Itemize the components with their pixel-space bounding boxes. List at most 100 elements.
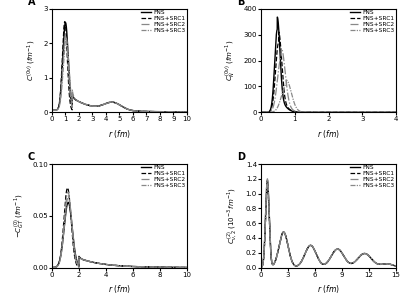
FNS+SRC2 (73, 256, 78, 260)
FNS (394, 111, 398, 114)
Line: FNS+SRC2: FNS+SRC2 (261, 48, 396, 112)
FNS (50, 266, 54, 269)
FNS (182, 266, 187, 269)
FNS (324, 111, 329, 114)
FNS+SRC1 (259, 265, 264, 269)
Y-axis label: $-C^{(0)}_{GT}$ $(fm^{-1})$: $-C^{(0)}_{GT}$ $(fm^{-1})$ (12, 193, 26, 238)
FNS+SRC3 (182, 266, 187, 269)
FNS+SRC3 (324, 111, 329, 114)
FNS+SRC1 (107, 101, 112, 104)
FNS+SRC3 (265, 177, 270, 181)
FNS (394, 264, 398, 268)
FNS (316, 258, 321, 261)
FNS+SRC1 (182, 110, 187, 114)
FNS+SRC2 (184, 266, 189, 269)
FNS+SRC3 (394, 111, 398, 114)
FNS+SRC3 (259, 111, 264, 114)
FNS+SRC2 (50, 108, 54, 112)
Line: FNS+SRC1: FNS+SRC1 (52, 188, 187, 268)
FNS+SRC3 (391, 263, 396, 267)
FNS+SRC2 (259, 265, 264, 269)
FNS+SRC3 (266, 111, 270, 114)
FNS+SRC3 (65, 43, 70, 47)
FNS+SRC3 (184, 110, 189, 114)
FNS+SRC1 (390, 111, 394, 114)
FNS+SRC2 (65, 191, 70, 195)
FNS+SRC3 (65, 197, 70, 201)
Text: D: D (237, 152, 245, 162)
Line: FNS+SRC3: FNS+SRC3 (261, 80, 396, 112)
FNS+SRC2 (390, 111, 394, 114)
FNS+SRC3 (50, 108, 54, 112)
Line: FNS: FNS (52, 23, 187, 112)
FNS+SRC2 (107, 101, 112, 104)
FNS+SRC2 (316, 258, 321, 261)
FNS+SRC2 (167, 265, 172, 269)
FNS+SRC1 (282, 231, 287, 235)
FNS+SRC1 (65, 186, 70, 190)
FNS (259, 265, 264, 269)
FNS+SRC1 (101, 262, 106, 266)
FNS+SRC2 (394, 111, 398, 114)
Y-axis label: $C^{(2)}_{\nu,2}$ $(10^{-3}\,fm^{-1})$: $C^{(2)}_{\nu,2}$ $(10^{-3}\,fm^{-1})$ (226, 187, 240, 244)
FNS+SRC1 (324, 111, 329, 114)
FNS+SRC3 (64, 36, 68, 40)
FNS+SRC2 (167, 110, 172, 113)
FNS (101, 103, 106, 106)
FNS (63, 21, 68, 24)
FNS+SRC2 (182, 266, 187, 269)
X-axis label: $r$ $(fm)$: $r$ $(fm)$ (108, 128, 131, 140)
FNS (184, 266, 189, 269)
FNS (266, 111, 270, 114)
FNS+SRC1 (274, 255, 279, 259)
FNS+SRC3 (390, 111, 394, 114)
Line: FNS+SRC3: FNS+SRC3 (261, 179, 396, 267)
FNS (107, 263, 112, 267)
FNS+SRC1 (310, 245, 315, 249)
FNS+SRC1 (184, 110, 189, 114)
FNS+SRC2 (50, 266, 54, 269)
FNS (65, 41, 70, 44)
FNS+SRC2 (101, 103, 106, 106)
FNS+SRC3 (182, 110, 187, 114)
FNS+SRC3 (259, 265, 264, 269)
FNS+SRC3 (282, 231, 287, 235)
FNS+SRC3 (101, 262, 106, 266)
FNS+SRC3 (73, 98, 78, 101)
FNS+SRC3 (107, 263, 112, 267)
FNS (73, 253, 78, 256)
FNS+SRC1 (316, 258, 321, 261)
FNS+SRC2 (65, 51, 70, 55)
FNS+SRC2 (394, 264, 398, 268)
Legend: FNS, FNS+SRC1, FNS+SRC2, FNS+SRC3: FNS, FNS+SRC1, FNS+SRC2, FNS+SRC3 (141, 165, 186, 188)
FNS+SRC2 (266, 111, 270, 114)
FNS+SRC1 (62, 20, 67, 23)
FNS (259, 111, 264, 114)
FNS (50, 108, 54, 112)
FNS+SRC2 (310, 245, 315, 249)
FNS+SRC3 (365, 111, 370, 114)
FNS (107, 101, 112, 104)
FNS+SRC1 (50, 266, 54, 269)
FNS+SRC1 (394, 264, 398, 268)
FNS+SRC1 (107, 263, 112, 267)
FNS+SRC1 (73, 259, 78, 263)
X-axis label: $r$ $(fm)$: $r$ $(fm)$ (317, 283, 340, 294)
Text: A: A (28, 0, 35, 7)
FNS+SRC3 (167, 265, 172, 269)
Line: FNS+SRC2: FNS+SRC2 (52, 36, 187, 112)
FNS+SRC2 (66, 190, 70, 194)
FNS+SRC1 (391, 263, 396, 267)
FNS+SRC1 (266, 111, 270, 114)
FNS+SRC2 (391, 263, 396, 267)
FNS+SRC3 (284, 78, 289, 82)
FNS+SRC3 (310, 245, 315, 249)
FNS+SRC2 (265, 182, 270, 186)
FNS (167, 265, 172, 269)
FNS+SRC3 (167, 110, 172, 113)
Legend: FNS, FNS+SRC1, FNS+SRC2, FNS+SRC3: FNS, FNS+SRC1, FNS+SRC2, FNS+SRC3 (350, 165, 395, 188)
FNS+SRC3 (50, 266, 54, 269)
FNS+SRC2 (259, 111, 264, 114)
Legend: FNS, FNS+SRC1, FNS+SRC2, FNS+SRC3: FNS, FNS+SRC1, FNS+SRC2, FNS+SRC3 (141, 10, 186, 33)
FNS (275, 15, 280, 19)
